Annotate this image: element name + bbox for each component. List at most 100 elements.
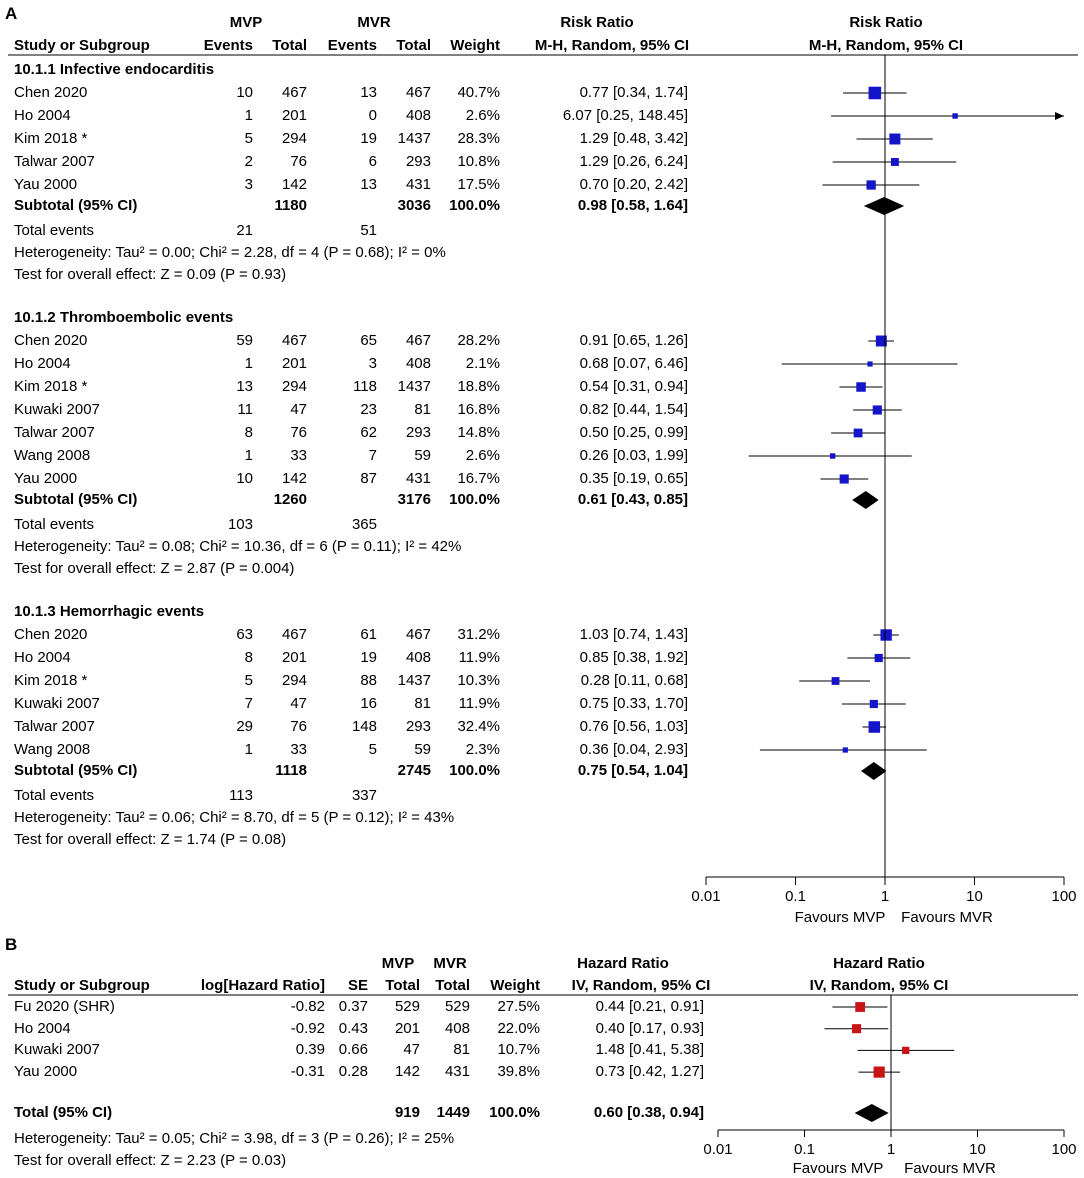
mvr-events: 19 (360, 130, 377, 147)
total-events-label: Total events (14, 222, 95, 239)
study-ci: 0.40 [0.17, 0.93] (595, 1019, 704, 1037)
study-name: Fu 2020 (SHR) (14, 998, 115, 1015)
study-ci: 0.76 [0.56, 1.03] (579, 718, 688, 735)
mvp-total: 294 (281, 672, 307, 689)
mvp-events: 59 (236, 332, 253, 349)
mvr-total: 293 (405, 718, 431, 735)
total-events-mvr: 51 (360, 222, 377, 239)
study-ci: 0.26 [0.03, 1.99] (579, 447, 688, 464)
study-name: Talwar 2007 (14, 718, 95, 735)
x-tick-label: 0.1 (794, 1141, 815, 1158)
mvr-total: 81 (453, 1041, 470, 1059)
mvp-events: 5 (244, 130, 253, 147)
study-ci: 0.91 [0.65, 1.26] (579, 332, 688, 349)
study-ci: 6.07 [0.25, 148.45] (562, 107, 688, 124)
study-weight: 31.2% (457, 626, 500, 643)
group1-header: MVP (229, 14, 263, 31)
mvp-events: 11 (237, 401, 253, 418)
study-ci: 0.28 [0.11, 0.68] (580, 672, 688, 689)
subtotal-weight: 100.0% (449, 491, 500, 508)
mvp-events: 10 (236, 470, 253, 487)
study-se: 0.43 (338, 1019, 368, 1037)
mvr-total: 467 (405, 332, 431, 349)
col-events2: Events (327, 37, 377, 54)
col-weight: Weight (490, 977, 540, 994)
study-weight: 2.1% (465, 355, 500, 372)
x-tick-label: 1 (886, 1141, 896, 1158)
heterogeneity-text: Heterogeneity: Tau² = 0.05; Chi² = 3.98,… (14, 1130, 455, 1147)
subtotal-label: Subtotal (95% CI) (14, 762, 138, 779)
heterogeneity-text: Heterogeneity: Tau² = 0.08; Chi² = 10.36… (14, 538, 462, 555)
mvp-total: 47 (403, 1041, 420, 1059)
study-marker (872, 405, 882, 415)
measure-header: Risk Ratio (560, 14, 634, 31)
mvr-events: 148 (351, 718, 377, 735)
total-events-mvp: 21 (236, 222, 253, 239)
overall-effect-text: Test for overall effect: Z = 0.09 (P = 0… (14, 266, 287, 283)
col-total2: Total (435, 977, 470, 994)
col-ci: IV, Random, 95% CI (571, 977, 711, 994)
mvr-total: 467 (405, 84, 431, 101)
study-name: Yau 2000 (14, 176, 78, 193)
study-weight: 16.7% (457, 470, 500, 487)
mvr-events: 0 (368, 107, 377, 124)
study-weight: 2.6% (465, 107, 500, 124)
study-ci: 1.29 [0.48, 3.42] (579, 130, 688, 147)
mvp-events: 1 (244, 447, 253, 464)
study-name: Yau 2000 (14, 470, 78, 487)
col-study: Study or Subgroup (14, 977, 150, 994)
subtotal-diamond (863, 197, 905, 215)
plot-title: Risk Ratio (849, 14, 923, 31)
mvp-events: 63 (236, 626, 253, 643)
study-name: Chen 2020 (14, 626, 88, 643)
mvr-total: 431 (405, 176, 431, 193)
x-tick-label: 10 (969, 1141, 986, 1158)
col-se: SE (347, 977, 368, 994)
mvr-events: 16 (360, 695, 377, 712)
study-name: Kim 2018 * (14, 130, 88, 147)
study-name: Ho 2004 (14, 355, 71, 372)
subgroup-title: 10.1.3 Hemorrhagic events (14, 603, 205, 620)
study-weight: 2.6% (465, 447, 500, 464)
col-total2: Total (396, 37, 431, 54)
favours-mvp-label: Favours MVP (794, 909, 886, 926)
study-name: Kuwaki 2007 (14, 401, 100, 418)
study-marker (853, 428, 863, 438)
study-weight: 28.3% (457, 130, 500, 147)
mvp-total: 47 (290, 695, 307, 712)
subtotal-label: Subtotal (95% CI) (14, 197, 138, 214)
study-ci: 0.35 [0.19, 0.65] (579, 470, 688, 487)
subtotal-ci: 0.98 [0.58, 1.64] (577, 197, 688, 214)
study-name: Kim 2018 * (14, 672, 88, 689)
study-ci: 0.36 [0.04, 2.93] (579, 741, 688, 758)
group2-header: MVR (433, 955, 467, 972)
study-marker (875, 335, 887, 347)
study-name: Talwar 2007 (14, 153, 95, 170)
mvp-total: 201 (281, 355, 307, 372)
mvr-total: 59 (414, 741, 431, 758)
mvp-total: 142 (394, 1063, 420, 1081)
study-name: Kuwaki 2007 (14, 695, 100, 712)
mvp-total: 76 (290, 718, 307, 735)
study-marker (880, 629, 892, 641)
ci-arrow (1055, 112, 1064, 120)
study-name: Ho 2004 (14, 107, 71, 124)
study-loghr: -0.31 (290, 1063, 325, 1081)
x-tick-label: 0.01 (691, 888, 721, 905)
subtotal-mvp-total: 1118 (275, 762, 307, 779)
mvr-events: 13 (360, 84, 377, 101)
study-weight: 10.8% (457, 153, 500, 170)
mvr-events: 3 (368, 355, 377, 372)
mvp-total: 47 (290, 401, 307, 418)
study-name: Kim 2018 * (14, 378, 88, 395)
mvp-total: 76 (290, 153, 307, 170)
study-ci: 0.50 [0.25, 0.99] (579, 424, 688, 441)
x-tick-label: 1 (880, 888, 890, 905)
col-events1: Events (203, 37, 253, 54)
mvp-total: 467 (281, 332, 307, 349)
subgroup-title: 10.1.1 Infective endocarditis (14, 61, 215, 78)
favours-mvr-label: Favours MVR (901, 909, 993, 926)
total-mvp: 919 (394, 1104, 420, 1121)
study-ci: 0.82 [0.44, 1.54] (579, 401, 688, 418)
